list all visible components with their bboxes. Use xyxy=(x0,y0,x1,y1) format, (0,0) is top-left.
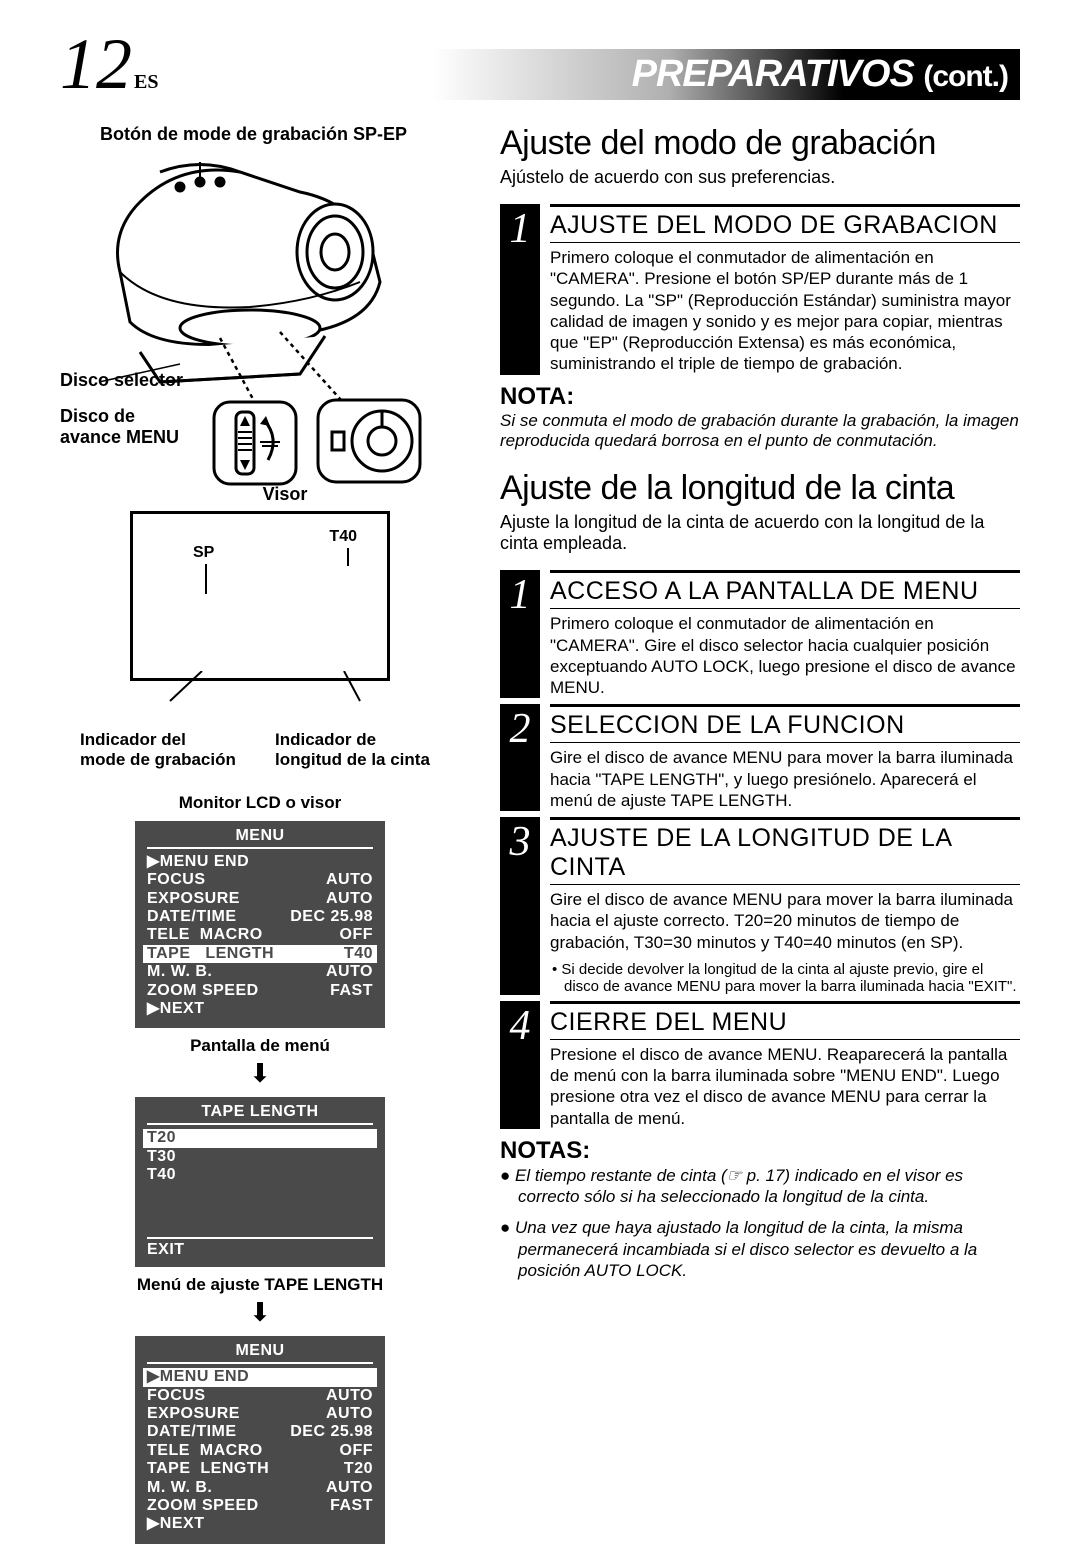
sec2-step2: 2 SELECCION DE LA FUNCION Gire el disco … xyxy=(500,704,1020,811)
arrow-down-icon: ⬇ xyxy=(60,1058,460,1089)
chapter-title-text: PREPARATIVOS xyxy=(632,53,914,95)
menu-row: M. W. B.AUTO xyxy=(147,1479,373,1497)
sec2-s2-text: Gire el disco de avance MENU para mover … xyxy=(550,747,1020,811)
step-number: 1 xyxy=(510,574,531,616)
menu-row: ZOOM SPEEDFAST xyxy=(147,1497,373,1515)
sec2-s3-heading: AJUSTE DE LA LONGITUD DE LA CINTA xyxy=(550,817,1020,885)
indicator-mode-label: Indicador del mode de grabación xyxy=(80,730,245,771)
menu-row: DATE/TIMEDEC 25.98 xyxy=(147,1423,373,1441)
sec2-step4: 4 CIERRE DEL MENU Presione el disco de a… xyxy=(500,1001,1020,1129)
selector-dial-icon xyxy=(314,396,424,486)
camcorder-diagram: Botón de mode de grabación SP-EP xyxy=(60,124,460,464)
sec2-s1-heading: ACCESO A LA PANTALLA DE MENU xyxy=(550,570,1020,609)
menu-row: ▶NEXT xyxy=(147,1000,373,1018)
arrow-down-icon-2: ⬇ xyxy=(60,1297,460,1328)
menu-screen-2: MENU ▶MENU ENDFOCUSAUTOEXPOSUREAUTODATE/… xyxy=(135,1336,385,1544)
section1-intro: Ajústelo de acuerdo con sus preferencias… xyxy=(500,167,1020,188)
sec2-s4-text: Presione el disco de avance MENU. Reapar… xyxy=(550,1044,1020,1129)
tape-option: T40 xyxy=(147,1166,373,1184)
tape-menu-exit: EXIT xyxy=(147,1237,373,1259)
sec2-s4-heading: CIERRE DEL MENU xyxy=(550,1001,1020,1040)
tape-length-menu: TAPE LENGTH T20T30T40 EXIT xyxy=(135,1097,385,1267)
vf-sp-indicator: SP xyxy=(193,544,214,562)
section2-intro: Ajuste la longitud de la cinta de acuerd… xyxy=(500,512,1020,554)
menu-row: EXPOSUREAUTO xyxy=(147,890,373,908)
notas-item-0: El tiempo restante de cinta (☞ p. 17) in… xyxy=(518,1165,1020,1208)
indicator-length-label: Indicador de longitud de la cinta xyxy=(275,730,440,771)
sec2-step1: 1 ACCESO A LA PANTALLA DE MENU Primero c… xyxy=(500,570,1020,698)
menu-row: M. W. B.AUTO xyxy=(147,963,373,981)
sec2-step3: 3 AJUSTE DE LA LONGITUD DE LA CINTA Gire… xyxy=(500,817,1020,995)
notas-item-1: Una vez que haya ajustado la longitud de… xyxy=(518,1217,1020,1281)
callout-disco-menu: Disco de avance MENU xyxy=(60,406,179,448)
section1-title: Ajuste del modo de grabación xyxy=(500,124,1020,163)
menu-row: ▶MENU END xyxy=(147,853,373,871)
step-number: 4 xyxy=(510,1005,531,1047)
menu-row: FOCUSAUTO xyxy=(147,871,373,889)
callout-disco-selector: Disco selector xyxy=(60,370,183,391)
notas-list: El tiempo restante de cinta (☞ p. 17) in… xyxy=(500,1165,1020,1281)
vf-t40-indicator: T40 xyxy=(329,528,357,546)
chapter-title-bar: PREPARATIVOS (cont.) xyxy=(432,49,1020,100)
menu-row: TAPE LENGTHT20 xyxy=(147,1460,373,1478)
page-number: 12ES xyxy=(60,28,158,100)
nota-heading: NOTA: xyxy=(500,383,1020,411)
sec2-s2-heading: SELECCION DE LA FUNCION xyxy=(550,704,1020,743)
menu-row: EXPOSUREAUTO xyxy=(147,1405,373,1423)
sec1-step1-text: Primero coloque el conmutador de aliment… xyxy=(550,247,1020,375)
step-number: 2 xyxy=(510,708,531,750)
tape-menu-title: TAPE LENGTH xyxy=(147,1103,373,1125)
menu1-title: MENU xyxy=(147,827,373,849)
page-number-value: 12 xyxy=(60,24,132,104)
lcd-monitor-label: Monitor LCD o visor xyxy=(60,793,460,813)
menu-row: ▶NEXT xyxy=(147,1515,373,1533)
menu-row: ▶MENU END xyxy=(143,1368,377,1386)
nota-text: Si se conmuta el modo de grabación duran… xyxy=(500,411,1020,452)
menu-row: DATE/TIMEDEC 25.98 xyxy=(147,908,373,926)
menu-row: FOCUSAUTO xyxy=(147,1387,373,1405)
callout-record-button: Botón de mode de grabación SP-EP xyxy=(100,124,407,145)
menu-row: TELE MACROOFF xyxy=(147,926,373,944)
chapter-cont: (cont.) xyxy=(923,60,1008,93)
tape-menu-caption: Menú de ajuste TAPE LENGTH xyxy=(60,1275,460,1295)
page-header: 12ES PREPARATIVOS (cont.) xyxy=(60,40,1020,100)
viewfinder-screen: SP T40 xyxy=(130,511,390,681)
notas-heading: NOTAS: xyxy=(500,1137,1020,1165)
section2-title: Ajuste de la longitud de la cinta xyxy=(500,469,1020,508)
sec1-step1: 1 AJUSTE DEL MODO DE GRABACION Primero c… xyxy=(500,204,1020,375)
menu2-title: MENU xyxy=(147,1342,373,1364)
menu-row: TELE MACROOFF xyxy=(147,1442,373,1460)
sec2-s3-text: Gire el disco de avance MENU para mover … xyxy=(550,889,1020,953)
sec1-step1-heading: AJUSTE DEL MODO DE GRABACION xyxy=(550,204,1020,243)
sec2-s3-sub: • Si decide devolver la longitud de la c… xyxy=(564,961,1020,995)
step-number: 1 xyxy=(510,208,531,250)
menu-row: ZOOM SPEEDFAST xyxy=(147,982,373,1000)
menu-dial-icon xyxy=(210,398,300,488)
sec2-s1-text: Primero coloque el conmutador de aliment… xyxy=(550,613,1020,698)
page-lang: ES xyxy=(134,71,158,93)
tape-option: T20 xyxy=(143,1129,377,1147)
menu-row: TAPE LENGTHT40 xyxy=(143,945,377,963)
step-number: 3 xyxy=(510,821,531,863)
menu-screen-1: MENU ▶MENU ENDFOCUSAUTOEXPOSUREAUTODATE/… xyxy=(135,821,385,1029)
menu1-caption: Pantalla de menú xyxy=(60,1036,460,1056)
tape-option: T30 xyxy=(147,1148,373,1166)
